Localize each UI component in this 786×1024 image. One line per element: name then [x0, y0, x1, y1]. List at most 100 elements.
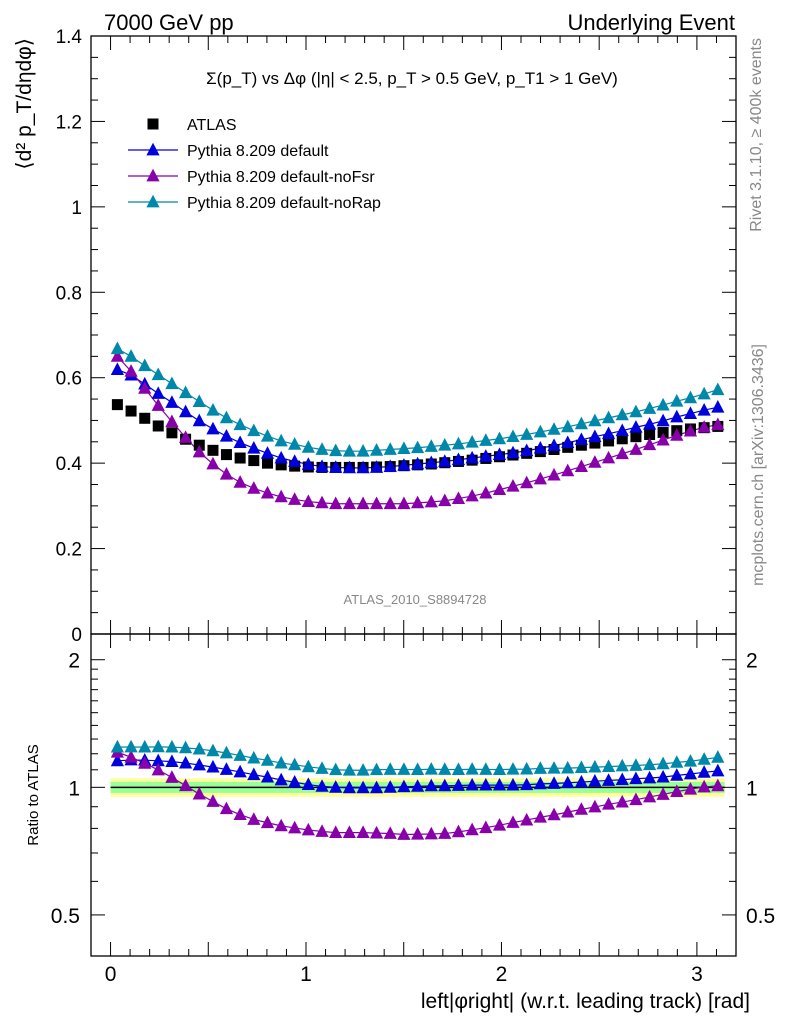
data-point — [670, 409, 684, 423]
ratio-data-point — [670, 784, 684, 798]
ratio-data-point — [247, 767, 261, 781]
data-point — [192, 413, 206, 427]
data-point — [465, 450, 479, 464]
ratio-data-point — [110, 739, 124, 753]
data-point — [247, 423, 261, 437]
data-point — [206, 402, 220, 416]
main-ticks: 0 0.2 0.4 0.6 0.8 1 1.2 1.4 — [56, 27, 737, 646]
ratio-data-point — [369, 762, 384, 776]
data-point — [547, 422, 561, 435]
ratio-data-point — [451, 824, 466, 838]
main-y-tick-label: 0.2 — [56, 540, 82, 561]
ratio-data-point — [288, 775, 302, 788]
data-point — [260, 485, 275, 499]
data-point — [438, 454, 452, 467]
data-point — [397, 458, 411, 471]
ratio-data-point — [411, 779, 425, 792]
ratio-data-point — [219, 745, 234, 759]
ratio-y-tick-label-right: 0.5 — [746, 905, 775, 928]
ratio-data-point — [165, 770, 179, 783]
ratio-data-point — [438, 826, 452, 839]
data-point — [342, 496, 356, 510]
data-point — [138, 358, 152, 372]
ratio-data-point — [643, 757, 657, 771]
data-point — [601, 410, 616, 424]
ratio-data-point — [561, 775, 575, 789]
data-point — [261, 457, 273, 469]
data-point — [601, 450, 616, 464]
data-point — [451, 491, 466, 504]
data-point — [315, 442, 329, 455]
ratio-data-point — [697, 765, 711, 778]
ratio-data-point — [465, 777, 479, 791]
data-point — [288, 454, 302, 467]
ratio-data-point — [479, 762, 493, 775]
ratio-data-point — [656, 787, 670, 800]
ratio-data-point — [247, 812, 261, 825]
data-point — [165, 414, 179, 428]
data-point — [301, 494, 315, 507]
legend-label: Pythia 8.209 default — [187, 143, 329, 160]
ratio-data-point — [520, 812, 534, 826]
data-point — [138, 381, 152, 394]
ratio-data-point — [479, 777, 493, 791]
data-point — [247, 440, 261, 454]
data-point — [411, 495, 425, 509]
data-point — [152, 420, 164, 432]
ratio-data-point — [411, 827, 425, 840]
data-point — [369, 443, 384, 456]
data-point — [644, 429, 656, 441]
data-point — [248, 455, 260, 467]
ratio-data-point — [656, 756, 670, 770]
main-y-tick-label: 1 — [71, 198, 82, 219]
ratio-data-point — [533, 776, 547, 790]
ratio-data-point — [342, 763, 356, 776]
ratio-data-point — [574, 760, 588, 774]
ratio-data-point — [683, 781, 698, 795]
ratio-data-point — [451, 762, 466, 776]
ratio-data-point — [697, 779, 711, 793]
data-point — [588, 413, 602, 427]
data-point — [233, 435, 247, 449]
data-point — [629, 442, 643, 455]
x-axis-label: left|φright| (w.r.t. leading track) [rad… — [421, 990, 750, 1013]
data-point — [110, 341, 124, 355]
ratio-data-point — [219, 762, 234, 775]
data-point — [342, 460, 356, 474]
data-point — [356, 460, 370, 474]
legend-marker — [146, 142, 160, 156]
data-point — [275, 459, 287, 471]
ratio-data-point — [656, 769, 670, 783]
data-point — [274, 433, 288, 447]
data-point — [479, 485, 493, 499]
data-point — [192, 394, 206, 408]
data-point — [383, 442, 397, 455]
ratio-data-point — [301, 759, 315, 773]
data-point — [697, 420, 711, 433]
ratio-data-point — [588, 759, 602, 773]
data-point — [233, 475, 247, 488]
ratio-y-axis-label: Ratio to ATLAS — [25, 744, 42, 845]
ratio-data-point — [179, 755, 193, 769]
data-point — [124, 349, 138, 362]
data-point — [179, 404, 193, 418]
ratio-data-point — [506, 815, 520, 828]
header-right: Underlying Event — [567, 10, 735, 35]
ratio-data-point — [547, 776, 561, 789]
data-point — [219, 410, 234, 424]
data-point — [589, 437, 601, 449]
ratio-data-point — [424, 762, 438, 775]
ratio-data-point — [411, 762, 425, 776]
ratio-data-point — [301, 777, 315, 790]
data-point — [424, 439, 438, 452]
data-point — [329, 496, 343, 510]
data-point — [670, 394, 684, 407]
ratio-data-point — [601, 773, 616, 786]
data-point — [411, 456, 425, 470]
data-point — [561, 463, 575, 477]
data-point — [561, 419, 575, 433]
ratio-data-point — [329, 762, 343, 776]
main-marks — [110, 341, 725, 510]
data-point — [110, 349, 124, 362]
ratio-data-point — [711, 763, 725, 777]
